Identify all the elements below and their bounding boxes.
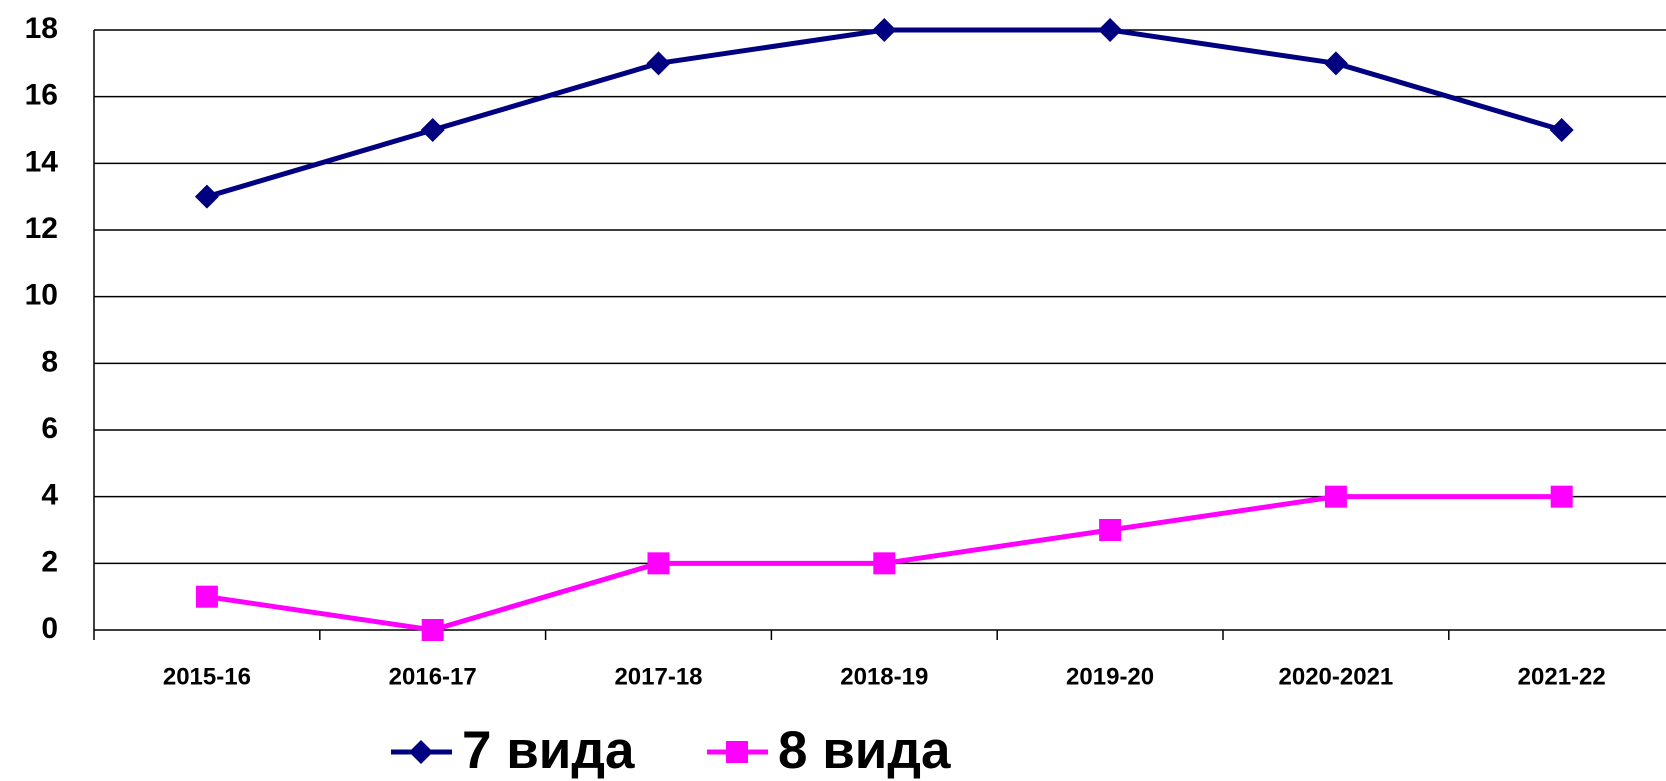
- y-tick-label: 12: [25, 212, 58, 245]
- x-tick-label: 2015-16: [163, 663, 251, 690]
- x-tick-label: 2016-17: [389, 663, 477, 690]
- legend-marker: [409, 740, 433, 764]
- y-tick-label: 0: [41, 612, 58, 645]
- data-point: [195, 585, 218, 608]
- y-tick-label: 18: [25, 12, 58, 45]
- data-point: [1324, 485, 1347, 508]
- data-point: [647, 552, 670, 575]
- y-tick-label: 14: [25, 145, 59, 178]
- data-point: [1549, 118, 1574, 142]
- y-tick-label: 8: [41, 345, 58, 378]
- data-point: [646, 51, 671, 76]
- data-point: [194, 184, 219, 209]
- data-point: [1550, 485, 1573, 508]
- series-line: [206, 27, 1563, 200]
- data-point: [421, 619, 444, 641]
- y-tick-label: 16: [25, 79, 58, 112]
- data-point: [1099, 519, 1122, 541]
- data-point: [872, 18, 897, 42]
- data-point: [1323, 51, 1348, 76]
- x-tick-label: 2018-19: [840, 663, 928, 690]
- x-tick-label: 2017-18: [614, 663, 702, 690]
- x-tick-label: 2021-22: [1518, 663, 1606, 690]
- y-tick-label: 10: [25, 279, 58, 312]
- legend-label: 8 вида: [778, 721, 951, 780]
- data-point: [873, 552, 896, 575]
- y-tick-label: 4: [41, 479, 58, 512]
- x-tick-label: 2019-20: [1066, 663, 1154, 690]
- y-tick-label: 6: [41, 412, 58, 445]
- legend-label: 7 вида: [462, 721, 635, 780]
- x-tick-label: 2020-2021: [1279, 663, 1394, 690]
- legend-marker: [726, 741, 748, 763]
- y-tick-label: 2: [41, 545, 58, 578]
- data-point: [420, 118, 445, 142]
- data-point: [1098, 18, 1123, 42]
